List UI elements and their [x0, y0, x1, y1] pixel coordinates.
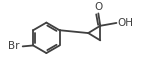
Text: OH: OH: [117, 18, 133, 28]
Text: O: O: [95, 2, 103, 12]
Text: Br: Br: [8, 41, 20, 51]
